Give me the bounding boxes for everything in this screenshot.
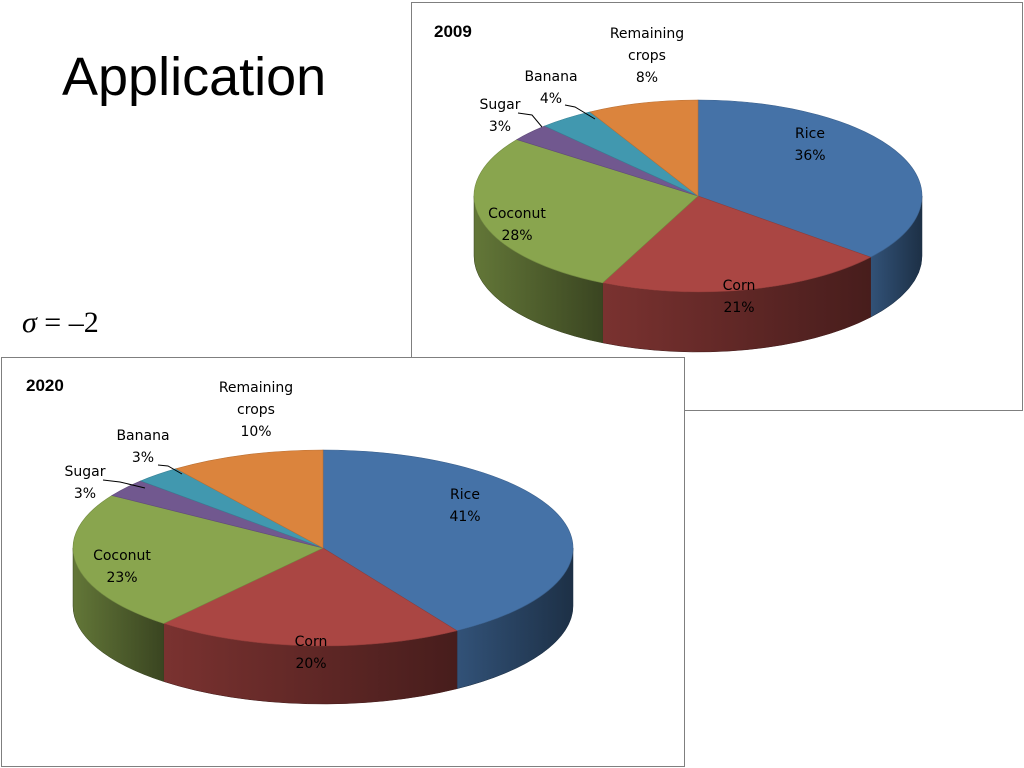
pie-2009-label-coconut: Coconut 28% bbox=[488, 206, 546, 244]
pie-2020-label-sugar: Sugar 3% bbox=[65, 464, 106, 502]
pie-2020-slice-remaining-crops bbox=[175, 449, 324, 549]
slide-title: Application bbox=[62, 47, 327, 107]
pie-2009-slice-corn bbox=[601, 195, 872, 293]
pie-2009-label-rice: Rice 36% bbox=[794, 126, 825, 164]
pie-2009-title: 2009 bbox=[434, 22, 472, 41]
pie-2009-label-remaining-crops: Remaining crops 8% bbox=[610, 26, 684, 86]
pie-2020-slice-rice bbox=[322, 449, 574, 632]
pie-2009-slices bbox=[473, 99, 923, 293]
pie-2009-label-banana: Banana 4% bbox=[524, 69, 577, 107]
pie-2009-slice-coconut bbox=[473, 139, 699, 284]
pie-2020-label-corn: Corn 20% bbox=[295, 634, 328, 672]
pie-2020-label-rice: Rice 41% bbox=[449, 487, 480, 525]
pie-2020-label-remaining-crops: Remaining crops 10% bbox=[219, 380, 293, 440]
pie-2020-slices bbox=[72, 449, 574, 647]
pie-2020-leader-banana bbox=[157, 464, 183, 475]
pie-chart-2020-canvas: 2020 Rice 41% Corn 20% Coconut 23% Sugar 3% Banan… bbox=[26, 376, 574, 705]
sigma-symbol: σ bbox=[22, 306, 37, 339]
sigma-value: = –2 bbox=[36, 306, 99, 339]
pie-2009-slice-remaining-crops bbox=[589, 99, 699, 197]
pie-2009-leader-sugar bbox=[517, 112, 543, 128]
pie-2009-label-sugar: Sugar 3% bbox=[480, 97, 521, 135]
pie-chart-2009-canvas: 2009 Rice 36% Corn 21% Coconut 28% Sugar 3%Banan… bbox=[434, 22, 923, 353]
sigma-equation: σ = –2 bbox=[22, 306, 99, 340]
pie-chart-2020: 2020 Rice 41% Corn 20% Coconut 23% Sugar 3% Banan… bbox=[1, 357, 685, 767]
pie-2009-leader-banana bbox=[564, 104, 596, 120]
pie-2020-slice-corn bbox=[162, 547, 458, 647]
pie-chart-2009: 2009 Rice 36% Corn 21% Coconut 28% Sugar 3% Banan… bbox=[411, 2, 1023, 411]
pie-2009-label-corn: Corn 21% bbox=[723, 278, 756, 316]
pie-2020-label-coconut: Coconut 23% bbox=[93, 548, 151, 586]
pie-2020-label-banana: Banana 3% bbox=[116, 428, 169, 466]
pie-2020-leader-sugar bbox=[102, 479, 146, 489]
pie-2020-slice-coconut bbox=[72, 495, 324, 624]
pie-2020-title: 2020 bbox=[26, 376, 64, 395]
pie-2009-slice-rice bbox=[697, 99, 923, 258]
